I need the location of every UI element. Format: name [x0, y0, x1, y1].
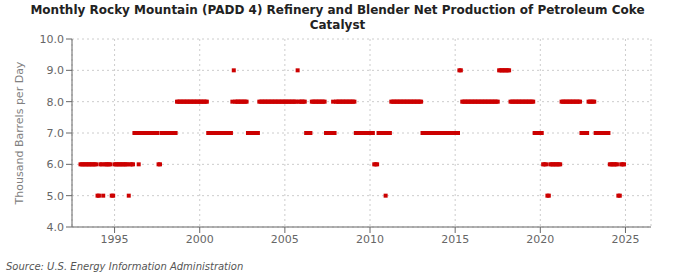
- svg-text:2020: 2020: [526, 233, 554, 246]
- svg-text:8.0: 8.0: [47, 96, 65, 109]
- svg-text:4.0: 4.0: [47, 221, 65, 234]
- svg-text:1995: 1995: [101, 233, 129, 246]
- svg-text:Thousand Barrels per Day: Thousand Barrels per Day: [13, 61, 26, 205]
- svg-text:2025: 2025: [611, 233, 639, 246]
- svg-text:2005: 2005: [271, 233, 299, 246]
- svg-text:10.0: 10.0: [40, 33, 65, 46]
- svg-text:2010: 2010: [356, 233, 384, 246]
- html-text:Catalyst: Catalyst: [309, 18, 366, 32]
- svg-text:6.0: 6.0: [47, 158, 65, 171]
- svg-text:9.0: 9.0: [47, 64, 65, 77]
- html-text:Monthly Rocky Mountain (PADD 4: Monthly Rocky Mountain (PADD 4) Refinery…: [30, 3, 645, 17]
- html-text:Source: U.S. Energy Informatio: Source: U.S. Energy Information Administ…: [6, 261, 244, 272]
- svg-text:2000: 2000: [186, 233, 214, 246]
- svg-text:7.0: 7.0: [47, 127, 65, 140]
- svg-text:2015: 2015: [441, 233, 469, 246]
- svg-text:5.0: 5.0: [47, 190, 65, 203]
